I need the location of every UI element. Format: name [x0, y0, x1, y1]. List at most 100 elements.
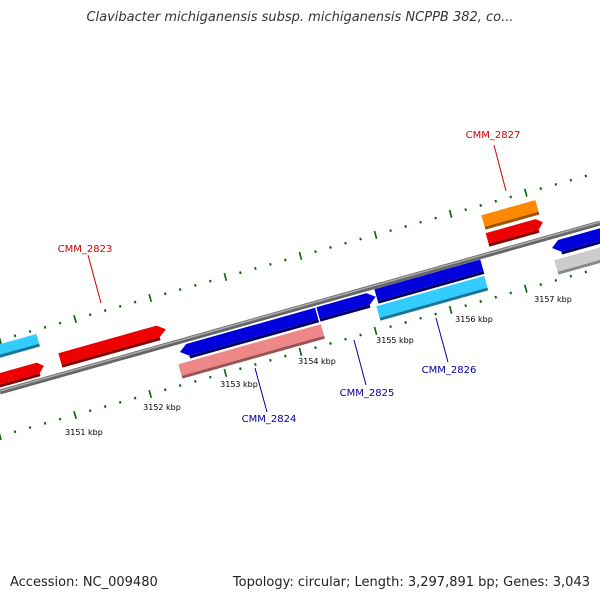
upper-minor-tick [269, 262, 272, 266]
upper-tick-row [0, 174, 588, 345]
upper-minor-tick [359, 237, 362, 241]
lower-tick-row [0, 270, 588, 441]
upper-minor-tick [43, 325, 47, 329]
gene-label-cmm-2823[interactable]: CMM_2823 [58, 244, 113, 255]
upper-minor-tick [314, 250, 317, 254]
scale-label-3152: 3152 kbp [143, 403, 181, 412]
callout-line-cmm-2825 [353, 339, 367, 386]
upper-minor-tick [194, 283, 197, 287]
upper-minor-tick [404, 225, 407, 228]
upper-minor-tick [163, 292, 167, 296]
lower-minor-tick [404, 321, 407, 324]
gene-feature-cmm-2824[interactable] [178, 307, 320, 361]
lower-minor-tick [209, 375, 212, 379]
gene-feature-pink[interactable] [178, 324, 325, 379]
lower-minor-tick [43, 421, 47, 425]
gene-feature-blue-right[interactable] [550, 225, 600, 257]
upper-minor-tick [28, 330, 32, 333]
callout-line-cmm-2826 [435, 317, 449, 363]
upper-minor-tick [133, 300, 137, 304]
lower-minor-tick [103, 405, 107, 408]
upper-major-tick [373, 230, 378, 239]
upper-major-tick [73, 314, 77, 324]
gene-label-cmm-2827[interactable]: CMM_2827 [466, 130, 521, 141]
upper-minor-tick [554, 182, 558, 186]
upper-major-tick [448, 209, 453, 218]
upper-minor-tick [88, 313, 92, 317]
accession-text: Accession: NC_009480 [10, 575, 158, 590]
gene-feature-red-left[interactable] [0, 361, 46, 390]
lower-minor-tick [344, 337, 347, 341]
gene-feature-cmm-2823[interactable] [58, 323, 168, 368]
lower-minor-tick [569, 274, 573, 278]
lower-minor-tick [239, 367, 242, 371]
upper-minor-tick [569, 178, 573, 182]
lower-minor-tick [419, 316, 422, 320]
upper-major-tick [0, 337, 2, 345]
scale-label-3155: 3155 kbp [376, 336, 414, 345]
upper-minor-tick [254, 267, 257, 270]
gene-feature-cyan-left[interactable] [0, 333, 40, 363]
upper-minor-tick [344, 241, 347, 245]
gene-feature-cmm-2825[interactable] [316, 291, 378, 322]
gene-feature-blue-long[interactable] [374, 259, 485, 304]
gene-feature-red-right[interactable] [485, 217, 546, 247]
lower-major-tick [0, 433, 2, 441]
gene-label-cmm-2824[interactable]: CMM_2824 [242, 414, 297, 425]
upper-minor-tick [464, 208, 467, 212]
upper-minor-tick [539, 187, 543, 190]
map-title: Clavibacter michiganensis subsp. michiga… [86, 10, 514, 25]
gene-feature-cmm-2827[interactable] [481, 200, 540, 230]
upper-major-tick [223, 272, 228, 282]
topology-text: Topology: circular; Length: 3,297,891 bp… [232, 575, 590, 590]
gene-label-cmm-2826[interactable]: CMM_2826 [422, 365, 477, 376]
genome-backbone-highlight [0, 221, 600, 392]
lower-major-tick [523, 284, 528, 293]
upper-minor-tick [419, 220, 422, 224]
lower-minor-tick [539, 283, 543, 286]
lower-minor-tick [254, 363, 257, 366]
upper-minor-tick [329, 246, 332, 249]
lower-minor-tick [269, 358, 272, 362]
lower-minor-tick [163, 388, 167, 392]
scale-label-3154: 3154 kbp [298, 357, 336, 366]
lower-minor-tick [554, 278, 558, 282]
upper-major-tick [523, 188, 528, 197]
lower-minor-tick [584, 270, 588, 274]
callout-line-cmm-2823 [87, 254, 102, 304]
upper-minor-tick [58, 321, 62, 325]
upper-minor-tick [239, 271, 242, 275]
lower-major-tick [223, 368, 228, 378]
callout-line-cmm-2824 [254, 367, 268, 413]
gene-feature-gray-right[interactable] [554, 243, 600, 275]
upper-minor-tick [479, 203, 482, 207]
lower-minor-tick [509, 291, 513, 295]
lower-minor-tick [88, 409, 92, 413]
upper-major-tick [298, 251, 303, 260]
scale-label-3157: 3157 kbp [534, 295, 572, 304]
lower-minor-tick [434, 312, 437, 316]
upper-minor-tick [389, 229, 392, 233]
lower-major-tick [73, 410, 77, 420]
lower-minor-tick [284, 354, 287, 358]
lower-major-tick [298, 347, 303, 356]
upper-minor-tick [118, 304, 122, 308]
lower-minor-tick [13, 430, 17, 434]
lower-minor-tick [494, 295, 498, 299]
lower-minor-tick [58, 417, 62, 421]
genome-backbone [0, 220, 600, 395]
scale-label-3156: 3156 kbp [455, 315, 493, 324]
upper-minor-tick [584, 174, 588, 178]
lower-minor-tick [133, 396, 137, 400]
gene-label-cmm-2825[interactable]: CMM_2825 [340, 388, 395, 399]
callout-line-cmm-2827 [493, 144, 507, 192]
upper-minor-tick [494, 199, 498, 203]
upper-minor-tick [13, 334, 17, 338]
upper-minor-tick [434, 216, 437, 220]
upper-minor-tick [209, 279, 212, 283]
lower-minor-tick [329, 342, 332, 345]
scale-label-3153: 3153 kbp [220, 380, 258, 389]
gene-feature-cmm-2826[interactable] [376, 275, 489, 321]
scale-label-3151: 3151 kbp [65, 428, 103, 437]
lower-minor-tick [389, 325, 392, 329]
